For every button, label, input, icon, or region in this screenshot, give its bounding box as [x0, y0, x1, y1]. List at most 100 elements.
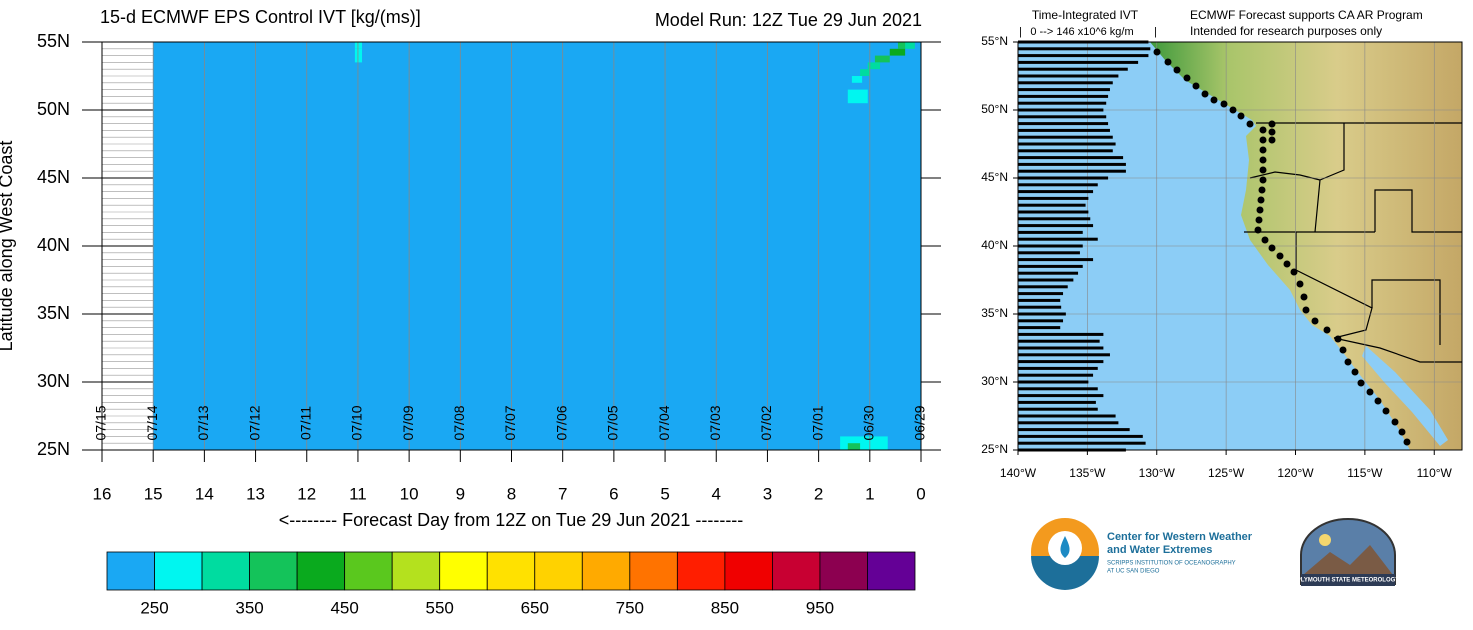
dot — [1268, 244, 1276, 252]
ivt-bar — [1018, 353, 1110, 357]
ivt-bar — [1018, 441, 1146, 445]
scale-label: 0 --> 146 x10^6 kg/m — [1030, 26, 1133, 38]
ivt-bar — [1018, 67, 1128, 71]
ivt-bar — [1018, 360, 1104, 364]
heat-cell — [889, 48, 906, 56]
colorbar-box — [391, 551, 441, 591]
colorbar-label: 350 — [235, 598, 263, 617]
colorbar-box — [296, 551, 346, 591]
logo-drop — [1060, 536, 1070, 558]
map-frame — [1017, 41, 1463, 451]
x-tick-label: 2 — [814, 484, 823, 503]
ivt-bar — [1018, 339, 1100, 343]
ivt-bar — [1018, 149, 1113, 153]
colorbar-label: 650 — [521, 598, 549, 617]
y-axis-label: Latitude along West Coast — [0, 141, 16, 352]
y-tick-label: 55°N — [981, 34, 1008, 48]
y-tick-label: 35°N — [981, 306, 1008, 320]
dot — [1229, 106, 1237, 114]
heat-cell — [851, 76, 863, 83]
y-tick-label: 45°N — [981, 170, 1008, 184]
dot — [1323, 326, 1331, 334]
ivt-bar — [1018, 251, 1080, 255]
ivt-bar — [1018, 217, 1091, 221]
x-tick-label: 130°W — [1139, 466, 1176, 480]
y-tick-label: 40N — [37, 235, 70, 255]
ivt-bar — [1018, 196, 1089, 200]
x-tick-label: 120°W — [1277, 466, 1314, 480]
ivt-bar — [1018, 237, 1098, 241]
x-tick-label: 10 — [400, 484, 419, 503]
dot — [1259, 176, 1267, 184]
ivt-bar — [1018, 210, 1089, 214]
dot — [1366, 388, 1374, 396]
colorbar-label: 550 — [426, 598, 454, 617]
ivt-bar — [1018, 380, 1089, 384]
ivt-bar — [1018, 169, 1126, 173]
dot — [1268, 120, 1276, 128]
dot — [1351, 368, 1359, 376]
y-tick-label: 55N — [37, 31, 70, 51]
ivt-bar — [1018, 54, 1149, 58]
dot — [1255, 216, 1263, 224]
heat-cell — [905, 42, 915, 49]
borders — [1244, 122, 1462, 363]
dot — [1391, 418, 1399, 426]
colorbar-box — [676, 551, 726, 591]
colorbar-box — [201, 551, 250, 591]
y-tick-label: 25N — [37, 439, 70, 459]
dot — [1283, 260, 1291, 268]
ivt-bar — [1018, 108, 1104, 112]
date-label: 07/14 — [144, 405, 160, 440]
x-tick-label: 14 — [195, 484, 214, 503]
ivt-bar — [1018, 115, 1107, 119]
ivt-bar — [1018, 421, 1119, 425]
ivt-bar — [1018, 101, 1107, 105]
logo-subtext: SCRIPPS INSTITUTION OF OCEANOGRAPHY — [1107, 561, 1236, 567]
scale-left-bar: | — [1019, 26, 1022, 38]
dot — [1276, 252, 1284, 260]
heat-cell — [354, 48, 363, 63]
ivt-bar — [1018, 400, 1096, 404]
dot — [1220, 100, 1228, 108]
date-label: 07/04 — [656, 405, 672, 440]
colorbar-box — [106, 551, 155, 591]
y-tick-label: 40°N — [981, 238, 1008, 252]
scale-right-bar: | — [1154, 26, 1157, 38]
plot-frame — [101, 41, 922, 451]
logo-text: PLYMOUTH STATE METEOROLOGY — [1297, 578, 1400, 584]
heat-cell — [354, 42, 363, 49]
ivt-bar — [1018, 332, 1104, 336]
heat-cell — [860, 69, 870, 76]
dot — [1164, 58, 1172, 66]
ivt-bar — [1018, 271, 1079, 275]
dot — [1153, 48, 1161, 56]
logo-mountain — [1303, 545, 1393, 575]
date-label: 07/01 — [809, 405, 825, 440]
ivt-bar — [1018, 122, 1109, 126]
ivt-bar — [1018, 305, 1062, 309]
date-label: 07/07 — [502, 405, 518, 440]
x-tick-label: 1 — [865, 484, 874, 503]
x-axis-label: <-------- Forecast Day from 12Z on Tue 2… — [279, 510, 744, 530]
ivt-bar — [1018, 292, 1064, 296]
ivt-bar — [1018, 285, 1068, 289]
colorbar-label: 450 — [330, 598, 358, 617]
ivt-bar — [1018, 94, 1109, 98]
ivt-bar — [1018, 278, 1074, 282]
x-tick-label: 140°W — [1000, 466, 1037, 480]
date-label: 07/11 — [297, 406, 313, 440]
x-tick-label: 4 — [712, 484, 721, 503]
ivt-bar — [1018, 312, 1066, 316]
heat-cell — [867, 62, 881, 70]
ivt-bar — [1018, 203, 1086, 207]
date-label: 07/02 — [758, 405, 774, 440]
x-tick-label: 110°W — [1417, 466, 1453, 480]
colorbar-label: 950 — [806, 598, 834, 617]
ivt-bar — [1018, 414, 1116, 418]
y-tick-label: 45N — [37, 167, 70, 187]
colorbar-box — [344, 551, 393, 591]
ivt-bar — [1018, 346, 1104, 350]
y-tick-label: 35N — [37, 303, 70, 323]
